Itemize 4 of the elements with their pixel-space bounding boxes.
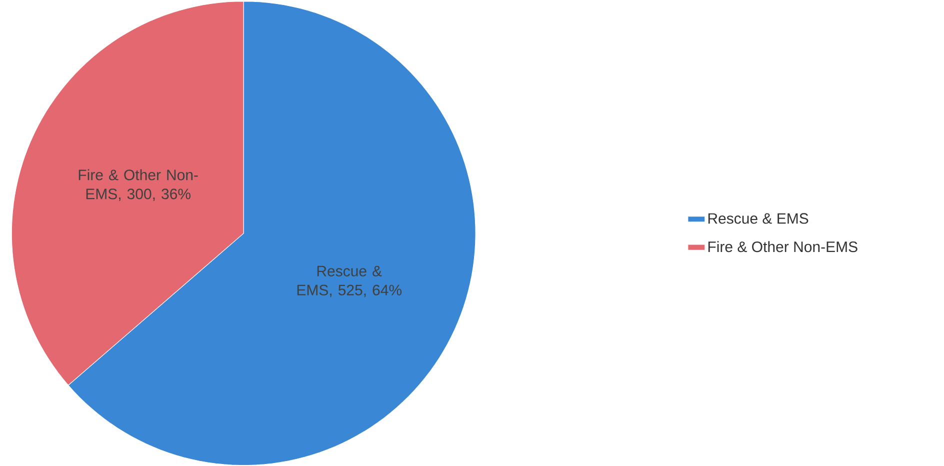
legend-label: Fire & Other Non-EMS [708, 241, 858, 252]
data-label: Fire & Other Non-EMS, 300, 36% [78, 169, 198, 202]
legend-label: Rescue & EMS [708, 213, 808, 224]
data-label: Rescue & EMS, 525, 64% [297, 266, 402, 298]
